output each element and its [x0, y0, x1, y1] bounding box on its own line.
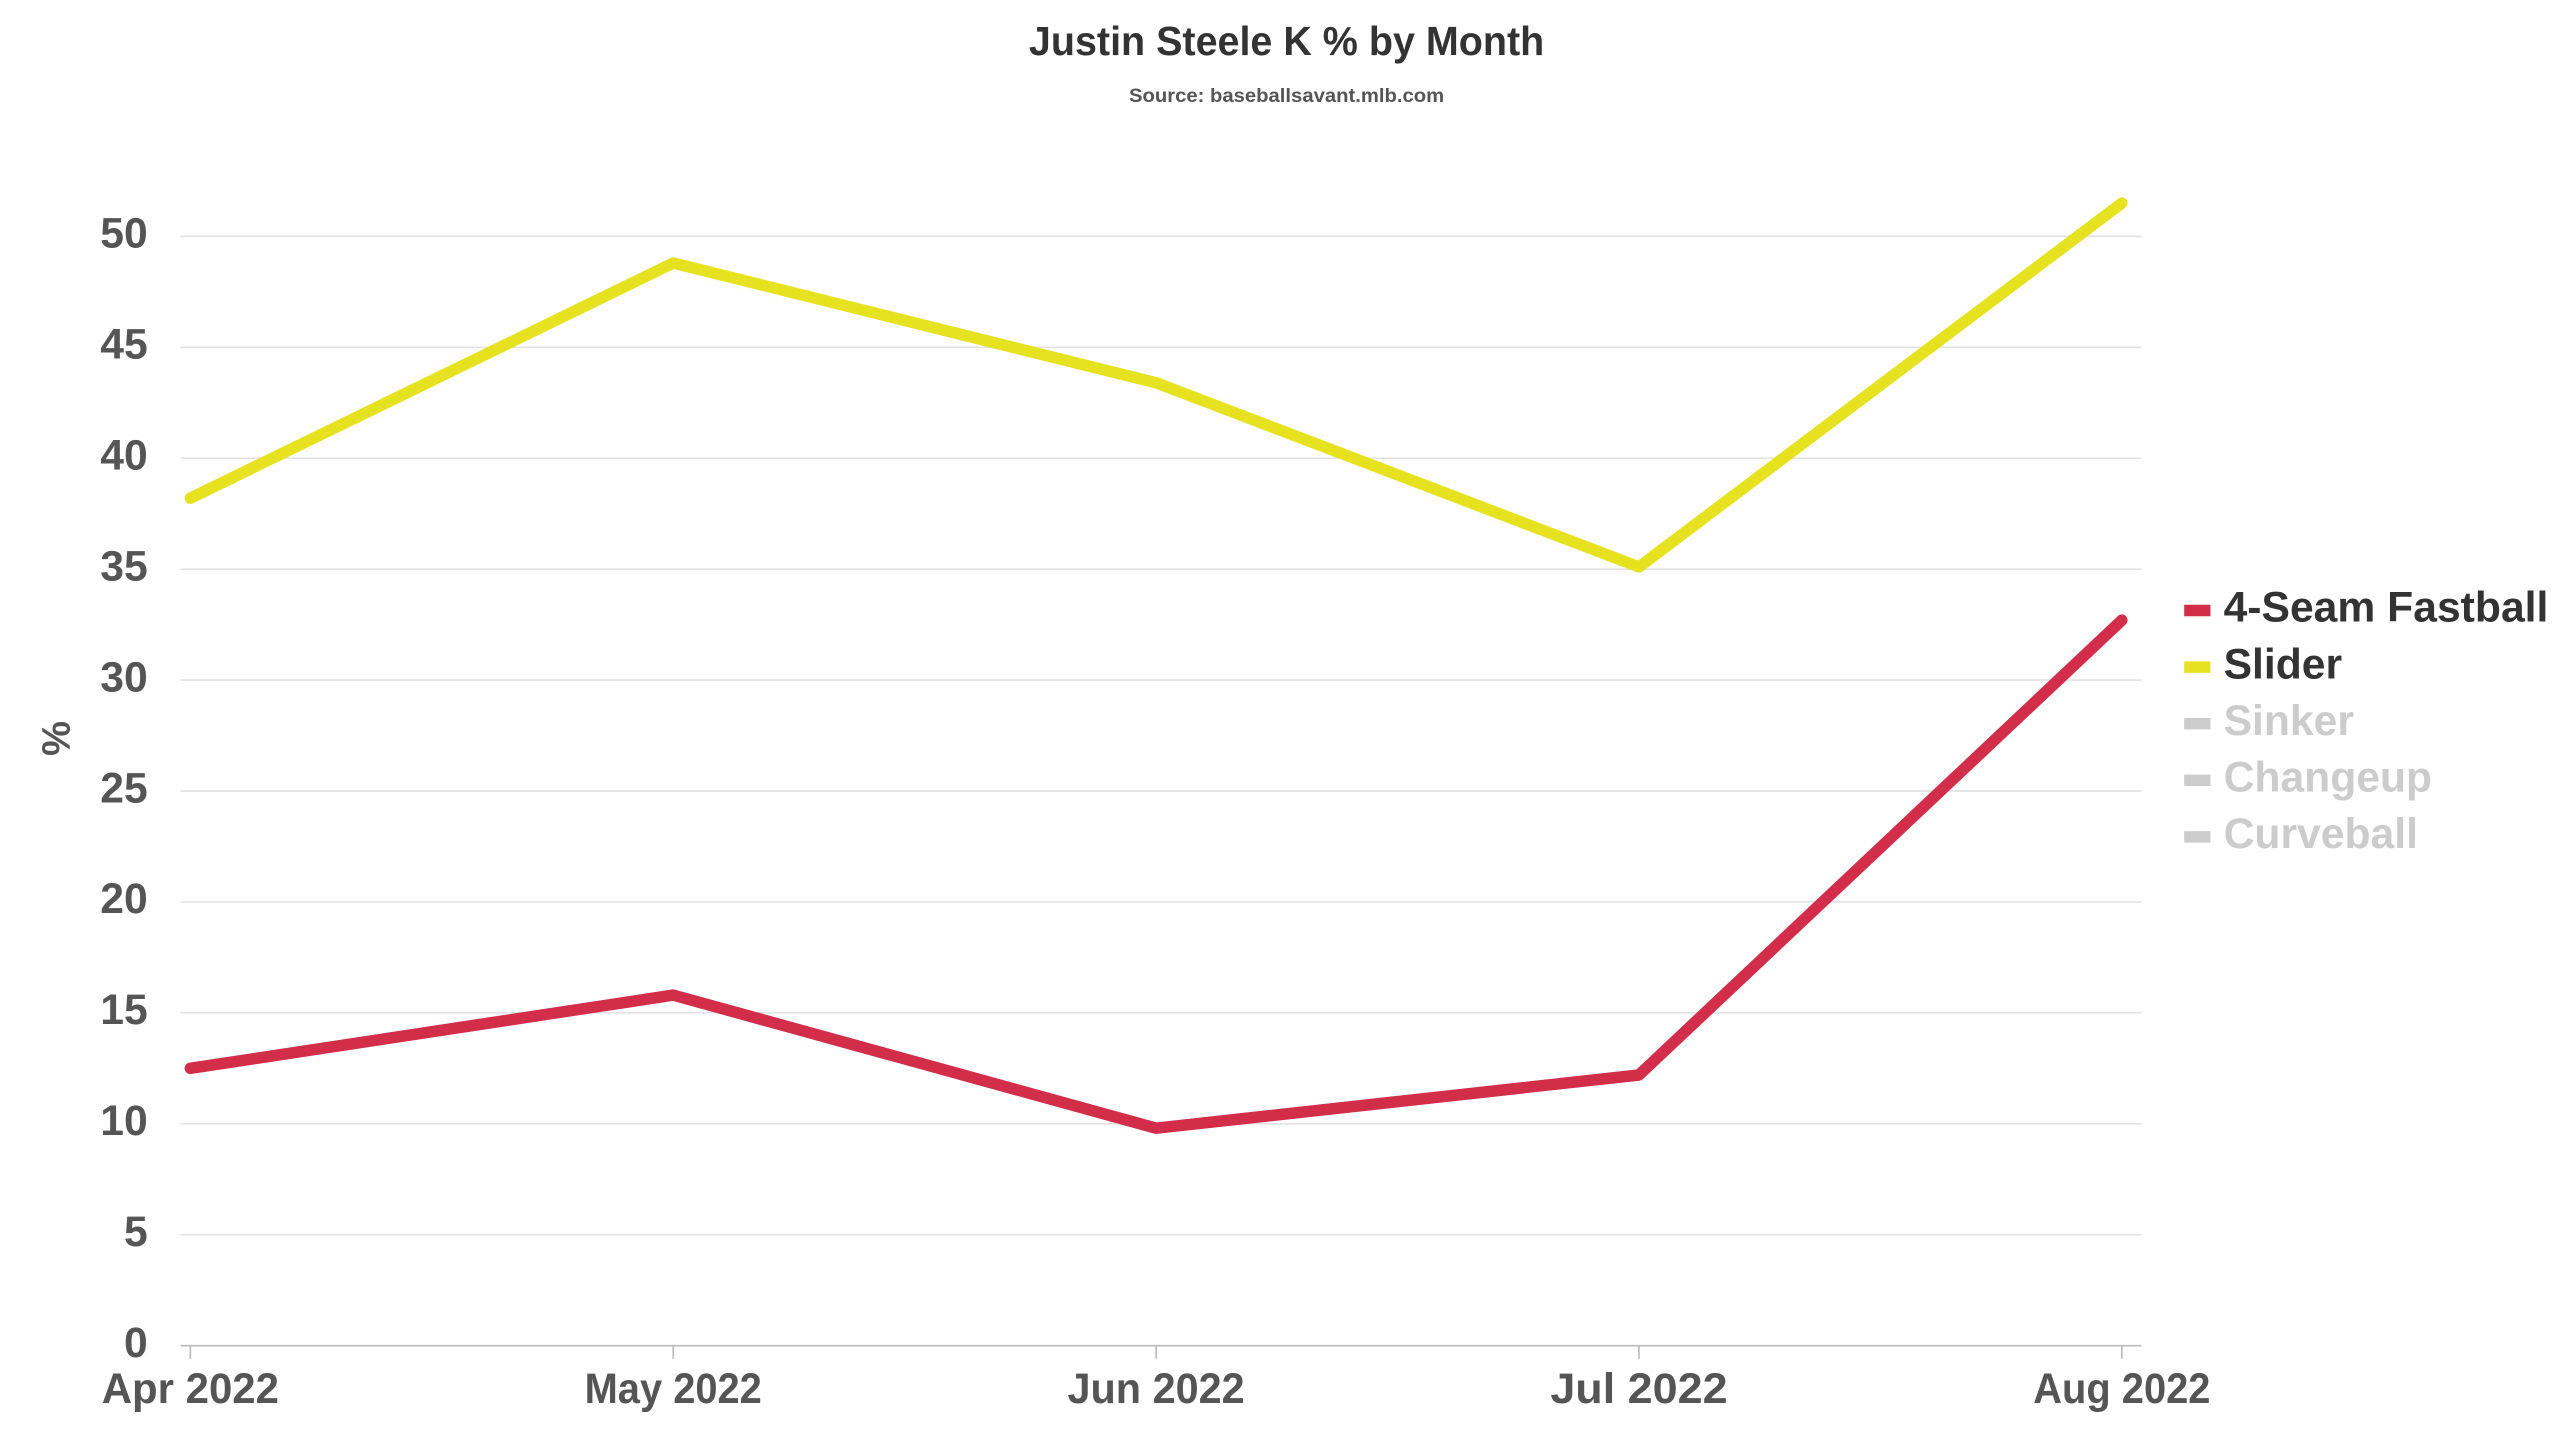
- y-tick-label: 15: [100, 986, 147, 1034]
- legend-label: Sinker: [2224, 697, 2354, 745]
- y-tick-label: 30: [100, 653, 147, 701]
- y-tick-label: 40: [100, 431, 147, 479]
- x-tick-label: Aug 2022: [2033, 1365, 2210, 1413]
- legend-label: Changeup: [2224, 754, 2433, 802]
- x-tick-label: May 2022: [585, 1365, 762, 1413]
- y-tick-label: 20: [100, 875, 147, 923]
- x-tick-label: Jun 2022: [1067, 1365, 1244, 1413]
- y-tick-label: 25: [100, 764, 147, 812]
- chart-title: Justin Steele K % by Month: [1029, 18, 1544, 64]
- legend-label: Curveball: [2224, 810, 2418, 858]
- legend-label: 4-Seam Fastball: [2224, 584, 2549, 632]
- y-tick-label: 5: [124, 1208, 148, 1256]
- x-tick-label: Jul 2022: [1550, 1365, 1727, 1413]
- y-tick-label: 35: [100, 542, 147, 590]
- y-tick-label: 45: [100, 321, 147, 369]
- chart-subtitle: Source: baseballsavant.mlb.com: [1129, 85, 1444, 107]
- legend-label: Slider: [2224, 640, 2343, 688]
- y-tick-label: 50: [100, 210, 147, 258]
- x-tick-label: Apr 2022: [102, 1365, 279, 1413]
- y-tick-label: 0: [124, 1319, 148, 1367]
- series-line: [184, 197, 2128, 573]
- y-tick-label: 10: [100, 1097, 147, 1145]
- series-line: [184, 614, 2128, 1134]
- y-axis-label: %: [34, 721, 78, 756]
